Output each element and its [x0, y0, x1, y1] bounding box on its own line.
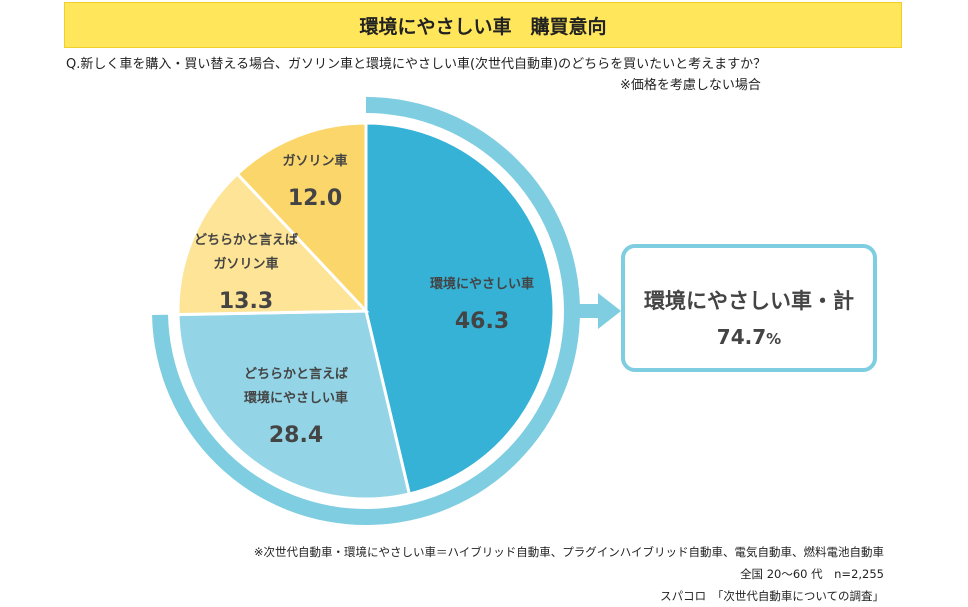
pie-slices — [176, 121, 556, 501]
slice-label-2-line-0: どちらかと言えば — [194, 232, 298, 248]
pie-slice-3 — [235, 121, 368, 315]
pie-labels: 環境にやさしい車46.3どちらかと言えば環境にやさしい車28.4どちらかと言えば… — [194, 153, 534, 448]
slice-label-1-line-1: 環境にやさしい車 — [244, 390, 348, 406]
price-condition-note: ※価格を考慮しない場合 — [620, 78, 761, 93]
survey-question: Q.新しく車を購入・買い替える場合、ガソリン車と環境にやさしい車(次世代自動車)… — [66, 57, 767, 72]
chart-title: 環境にやさしい車 購買意向 — [64, 2, 902, 48]
sample-note: 全国 20～60 代 n=2,255 — [740, 567, 884, 581]
footnotes: ※次世代自動車・環境にやさしい車＝ハイブリッド自動車、プラグインハイブリッド自動… — [254, 541, 884, 607]
slice-value-2: 13.3 — [219, 289, 273, 314]
slice-label-1-line-0: どちらかと言えば — [244, 366, 348, 382]
eco-total-label: 環境にやさしい車・計 — [644, 289, 854, 313]
slice-value-3: 12.0 — [288, 186, 342, 211]
eco-total-value: 74.7% — [625, 325, 873, 349]
slice-value-0: 46.3 — [455, 309, 509, 334]
source-note: スパコロ 「次世代自動車についての調査」 — [660, 589, 884, 603]
slice-label-3-line-0: ガソリン車 — [282, 153, 347, 169]
slice-value-1: 28.4 — [269, 423, 323, 448]
pie-slice-1 — [176, 309, 412, 501]
eco-total-number: 74.7 — [716, 325, 767, 349]
eco-total-unit: % — [766, 330, 782, 348]
slice-label-2-line-1: ガソリン車 — [213, 256, 278, 272]
eco-total-box: 環境にやさしい車・計 74.7% — [621, 244, 877, 372]
pie-slice-2 — [176, 171, 370, 317]
slice-label-0-line-0: 環境にやさしい車 — [430, 276, 534, 292]
arrow-icon — [578, 293, 621, 329]
pie-slice-0 — [364, 121, 556, 496]
definition-note: ※次世代自動車・環境にやさしい車＝ハイブリッド自動車、プラグインハイブリッド自動… — [253, 545, 884, 559]
